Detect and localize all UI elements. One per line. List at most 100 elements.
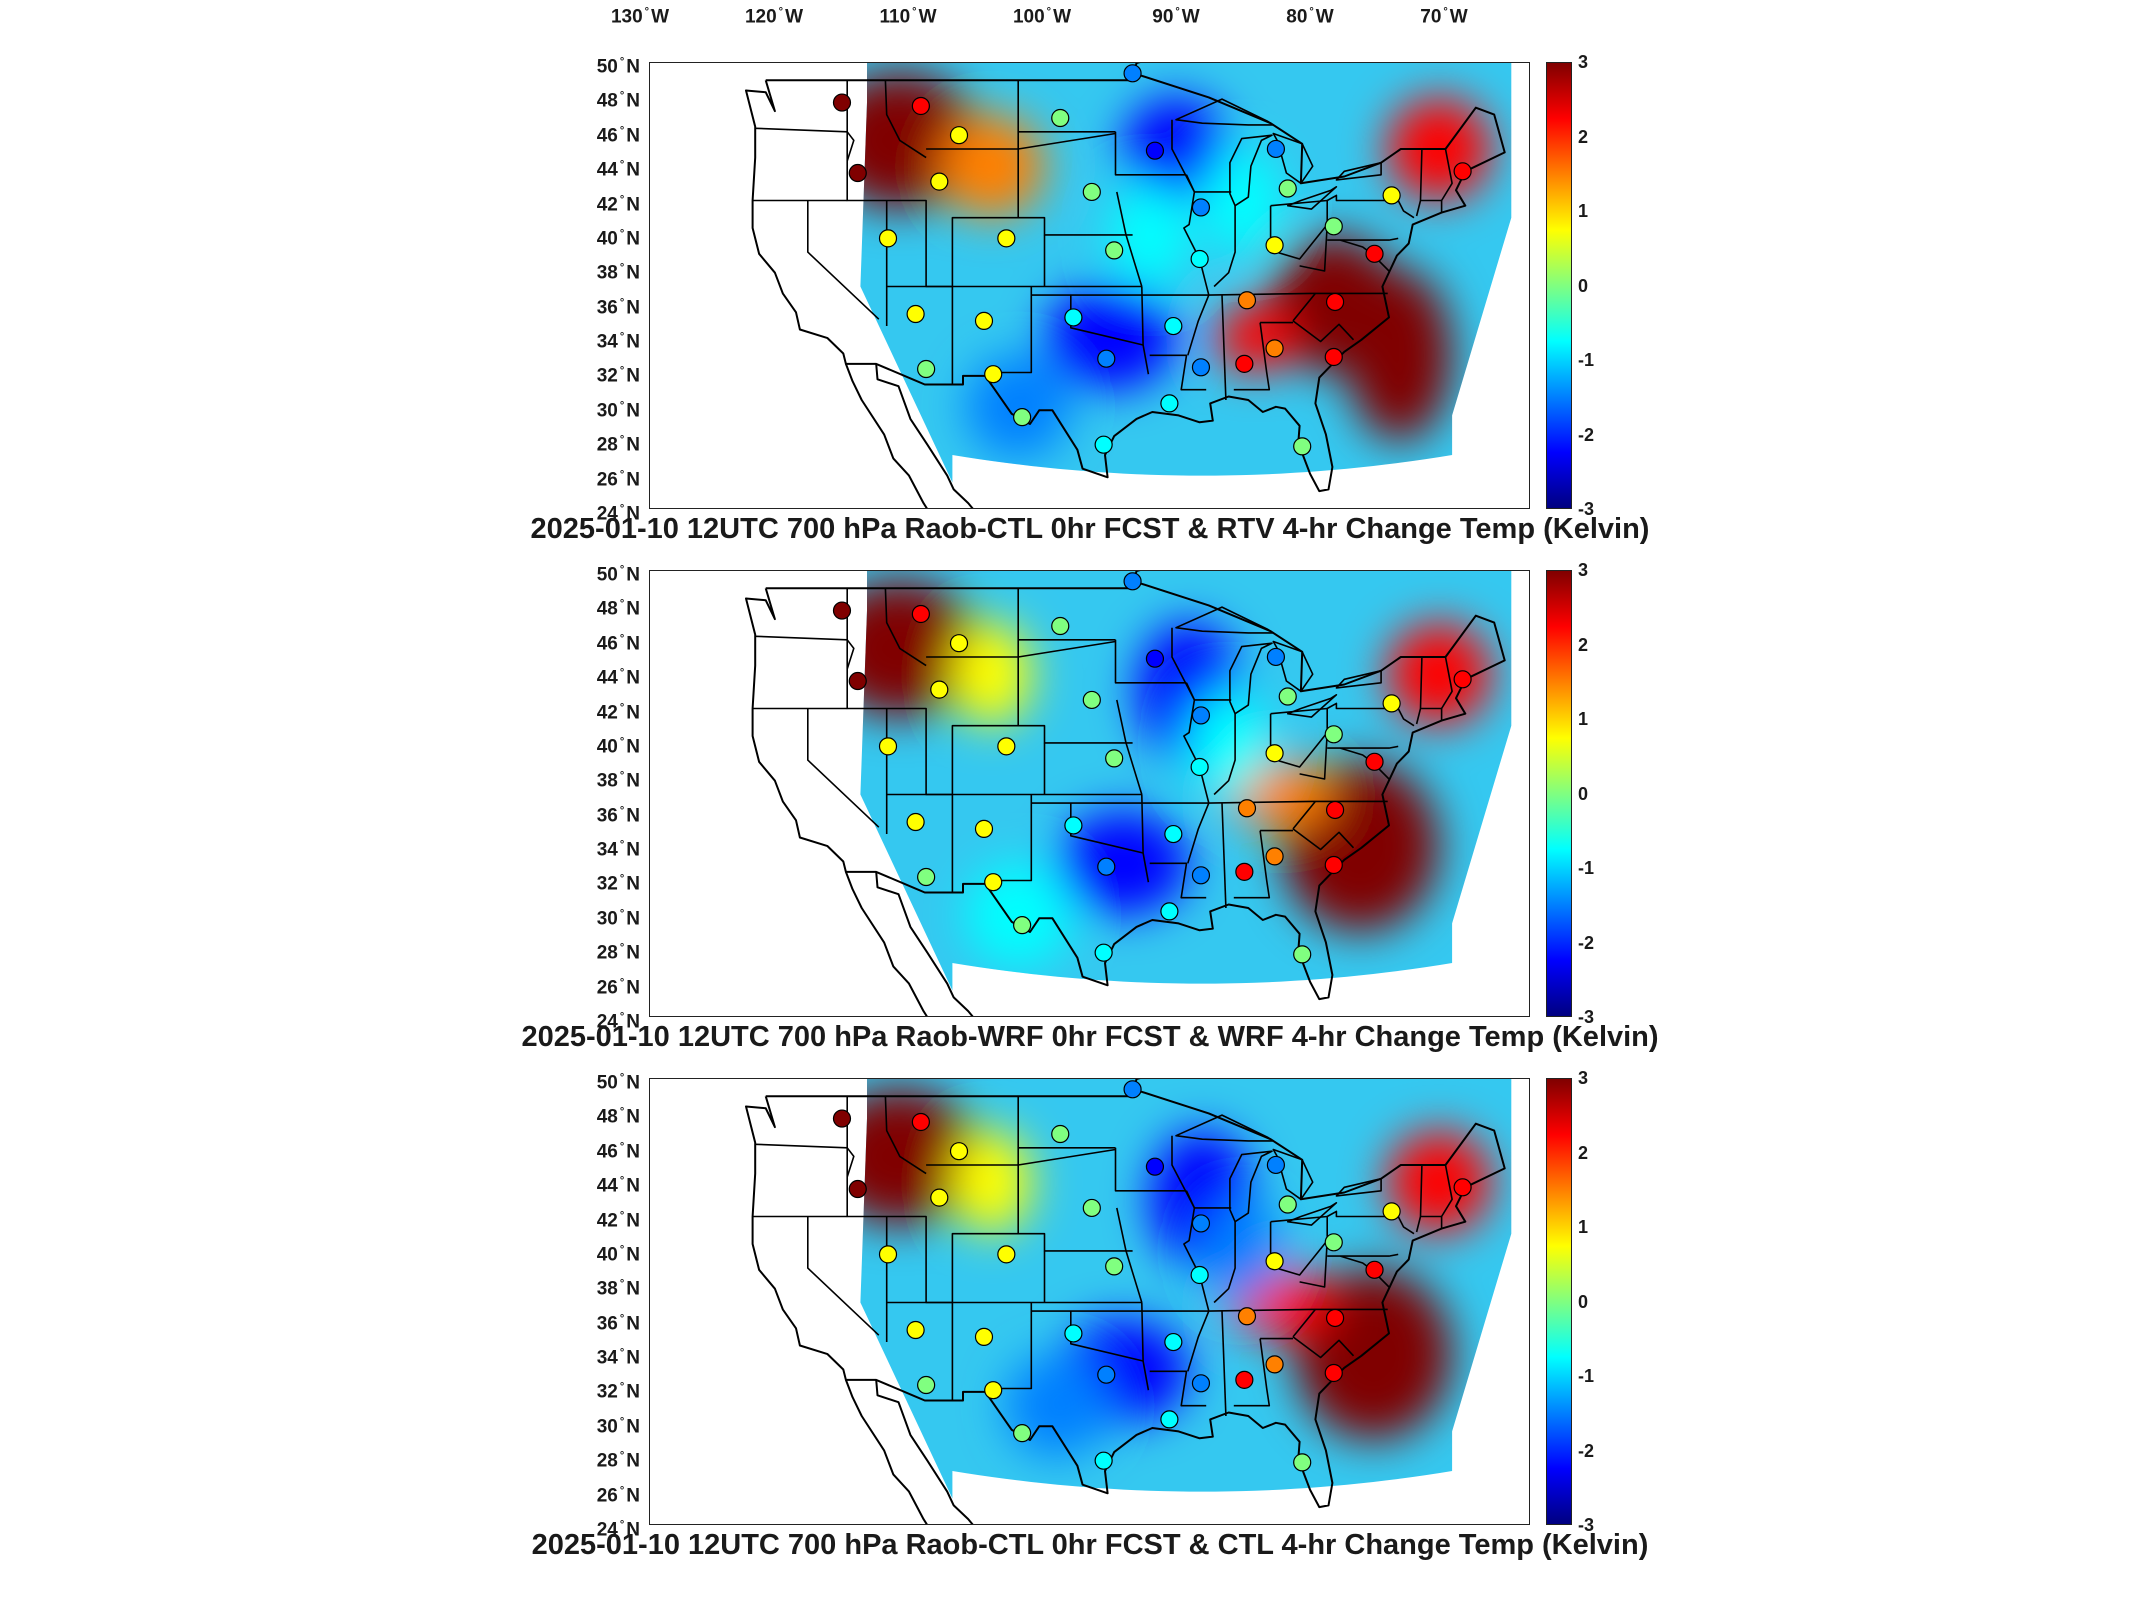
- state-boundary: [1292, 320, 1355, 343]
- raob-station-marker: [1191, 706, 1211, 725]
- latitude-label: 32 ° N: [596, 365, 640, 387]
- raob-station-marker: [1278, 179, 1297, 198]
- state-boundary: [755, 635, 848, 641]
- raob-stations: [832, 572, 1472, 964]
- raob-station-marker: [1190, 757, 1209, 777]
- raob-station-marker: [1278, 687, 1297, 706]
- colorbar-tick-label: -3: [1578, 1007, 1595, 1027]
- raob-station-marker: [1051, 616, 1070, 636]
- raob-station-marker: [1051, 108, 1070, 128]
- state-boundary: [807, 200, 880, 320]
- raob-station-marker: [1266, 139, 1286, 159]
- raob-station-marker: [997, 737, 1016, 756]
- raob-station-marker: [1237, 1307, 1257, 1326]
- colorbar-tick-label: -1: [1578, 1366, 1595, 1386]
- state-boundary: [807, 708, 880, 828]
- longitude-label: 90 ° W: [1152, 6, 1200, 28]
- latitude-label: 38 ° N: [596, 1278, 640, 1300]
- state-boundary: [1141, 1302, 1150, 1391]
- latitude-label: 24 ° N: [596, 503, 640, 525]
- raob-station-marker: [917, 1375, 936, 1395]
- great-lake: [1175, 606, 1275, 634]
- panel-title: 2025-01-10 12UTC 700 hPa Raob-WRF 0hr FC…: [521, 1021, 1659, 1053]
- longitude-label: 70 ° W: [1420, 6, 1468, 28]
- raob-station-marker: [911, 604, 930, 624]
- raob-station-marker: [1453, 670, 1472, 689]
- latitude-label: 32 ° N: [596, 873, 640, 895]
- state-boundary: [1233, 830, 1271, 899]
- state-boundary: [1221, 1311, 1227, 1417]
- raob-station-marker: [1164, 316, 1183, 336]
- state-boundary: [1269, 1216, 1328, 1276]
- raob-station-marker: [1265, 744, 1284, 763]
- state-boundary: [884, 80, 927, 159]
- raob-station-marker: [1094, 435, 1113, 454]
- great-lake: [1175, 1114, 1275, 1142]
- latitude-label: 46 ° N: [596, 1140, 640, 1163]
- raob-station-marker: [1064, 816, 1083, 835]
- raob-station-marker: [1365, 752, 1384, 771]
- state-boundary: [1440, 1164, 1453, 1229]
- raob-station-marker: [1365, 1260, 1384, 1279]
- state-boundary: [1171, 1135, 1232, 1209]
- state-boundary: [1018, 1148, 1116, 1166]
- state-boundary: [1183, 682, 1210, 864]
- raob-station-marker: [930, 680, 949, 699]
- raob-station-marker: [1382, 1202, 1401, 1221]
- baja-coastline: [844, 871, 928, 1016]
- raob-station-marker: [1293, 945, 1312, 964]
- baja-coastline: [844, 363, 928, 508]
- raob-station-marker: [1105, 749, 1124, 768]
- latitude-label: 38 ° N: [596, 262, 640, 284]
- raob-station-marker: [1191, 1214, 1211, 1233]
- state-boundary: [1326, 1210, 1415, 1235]
- state-boundary: [1326, 702, 1415, 727]
- latitude-label: 44 ° N: [596, 667, 640, 689]
- raob-station-marker: [949, 634, 969, 653]
- raob-station-marker: [1265, 236, 1284, 255]
- latitude-label: 24 ° N: [596, 1519, 640, 1541]
- map-boundaries: [745, 571, 1506, 1016]
- us-coastline: [745, 1088, 1506, 1509]
- colorbar-tick-label: 2: [1578, 126, 1589, 147]
- raob-station-marker: [1324, 1363, 1343, 1383]
- raob-station-marker: [1453, 162, 1472, 181]
- panel-title: 2025-01-10 12UTC 700 hPa Raob-CTL 0hr FC…: [531, 1529, 1649, 1561]
- raob-station-marker: [1191, 1374, 1211, 1393]
- state-boundary: [1221, 803, 1227, 909]
- state-boundary: [1018, 640, 1116, 658]
- latitude-label: 40 ° N: [596, 227, 640, 250]
- raob-station-marker: [1324, 725, 1343, 744]
- latitude-label: 46 ° N: [596, 632, 640, 655]
- raob-station-marker: [974, 311, 994, 330]
- raob-station-marker: [917, 867, 936, 887]
- latitude-label: 50 ° N: [596, 1072, 640, 1094]
- map-panel-3: 50 ° N 48 ° N 46 ° N 44 ° N 42 ° N 40 ° N 38 ° N 36 ° N 34 ° N 32 ° N…: [0, 1068, 2133, 1590]
- raob-station-marker: [832, 601, 852, 620]
- colorbar-tick-label: 1: [1578, 709, 1589, 729]
- colorbar: [1546, 1078, 1572, 1525]
- raob-station-marker: [1082, 1198, 1101, 1218]
- temperature-change-map: [649, 62, 1530, 509]
- raob-station-marker: [930, 172, 949, 191]
- state-boundary: [755, 127, 848, 133]
- raob-station-marker: [1365, 244, 1384, 263]
- raob-station-marker: [1097, 1365, 1116, 1384]
- raob-station-marker: [1164, 824, 1183, 844]
- state-boundary: [1114, 639, 1187, 684]
- longitude-label: 120 ° W: [744, 6, 804, 28]
- latitude-label: 44 ° N: [596, 1175, 640, 1197]
- state-boundary: [884, 588, 927, 667]
- state-boundary: [1116, 1207, 1143, 1303]
- raob-station-marker: [1382, 694, 1401, 713]
- raob-station-marker: [1293, 437, 1312, 456]
- raob-station-marker: [997, 229, 1016, 248]
- raob-station-marker: [1082, 690, 1101, 710]
- raob-station-marker: [984, 365, 1003, 384]
- great-lake: [1286, 1202, 1338, 1226]
- state-boundary: [1070, 1311, 1144, 1362]
- state-boundary: [1327, 1253, 1399, 1257]
- state-boundary: [1269, 708, 1328, 768]
- raob-station-marker: [1105, 241, 1124, 260]
- state-boundary: [1270, 199, 1328, 207]
